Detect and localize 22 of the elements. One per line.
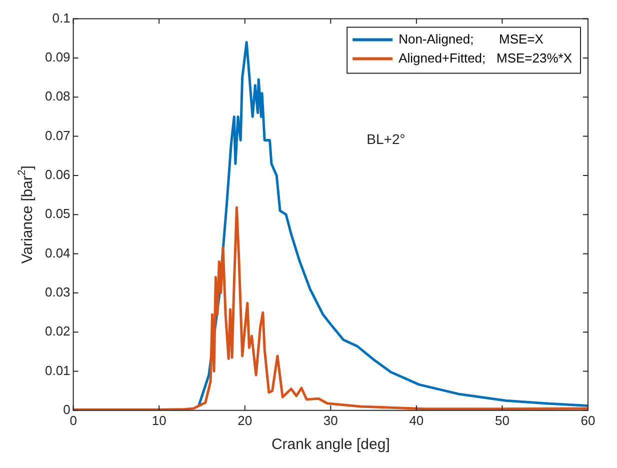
y-tick-label: 0.07 (44, 128, 70, 143)
y-tick-label: 0.03 (44, 284, 70, 300)
x-tick-label: 10 (152, 412, 166, 428)
y-tick-label: 0.1 (52, 10, 70, 26)
x-tick-label: 20 (238, 412, 252, 428)
x-tick-label: 50 (494, 412, 510, 428)
y-tick-label: 0.02 (44, 324, 70, 339)
y-tick-label: 0.06 (44, 167, 70, 182)
y-tick-label: 0.01 (44, 362, 70, 378)
x-tick-label: 40 (409, 412, 424, 428)
y-tick-label: 0 (63, 402, 70, 417)
x-tick-label: 60 (580, 412, 596, 428)
legend-label: Aligned+Fitted; MSE=23%*X (398, 50, 572, 66)
x-axis-title: Crank angle [deg] (271, 436, 390, 454)
y-tick-label: 0.04 (44, 245, 70, 260)
y-tick-label: 0.08 (44, 88, 70, 104)
y-tick-label: 0.05 (44, 206, 70, 222)
x-tick-label: 30 (323, 412, 338, 428)
annotation: BL+2° (366, 131, 406, 148)
y-tick-label: 0.09 (44, 50, 70, 65)
y-axis-title: Variance [bar2] (16, 166, 36, 264)
legend-label: Non-Aligned; MSE=X (398, 31, 544, 46)
